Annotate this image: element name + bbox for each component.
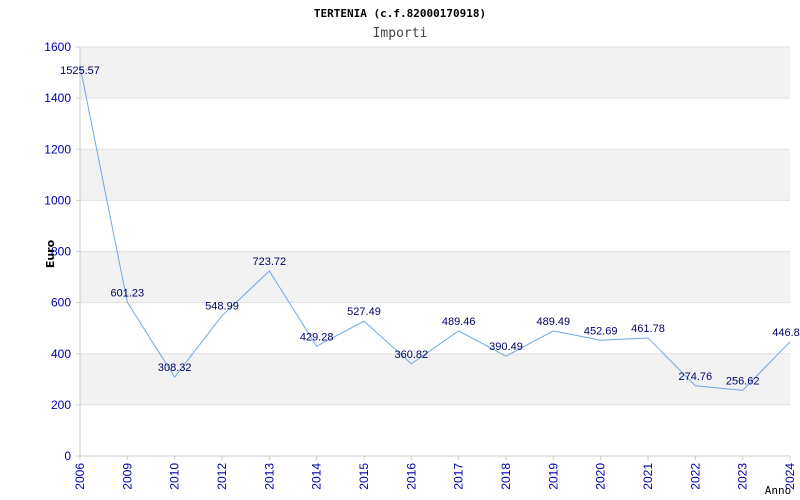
data-label: 548.99 (205, 301, 239, 313)
x-tick-label: 2010 (168, 463, 182, 490)
grid-band (80, 47, 790, 99)
data-label: 527.49 (347, 306, 381, 318)
chart-title: TERTENIA (c.f.82000170918) (314, 7, 486, 20)
x-tick-labels: 2006 2009 2010 2012 2013 2014 2015 2016 2017 2018… (73, 456, 797, 490)
x-tick-label: 2018 (499, 463, 513, 490)
grid-band (80, 251, 790, 303)
data-label: 274.76 (679, 371, 713, 383)
x-tick-label: 2019 (546, 463, 560, 490)
data-label: 489.46 (442, 316, 476, 328)
data-label: 429.28 (300, 331, 334, 343)
x-tick-label: 2016 (404, 463, 418, 490)
data-label: 461.78 (631, 323, 665, 335)
x-tick-label: 2017 (452, 463, 466, 490)
data-label: 256.62 (726, 375, 760, 387)
y-tick-label: 0 (64, 449, 71, 463)
y-tick-label: 200 (51, 398, 71, 412)
y-tick-label: 600 (51, 296, 71, 310)
x-tick-label: 2009 (120, 463, 134, 490)
x-axis-label: Anno (765, 484, 792, 497)
x-tick-label: 2015 (357, 463, 371, 490)
data-labels: 1525.57 601.23 308.32 548.99 723.72 429.28 527… (60, 65, 800, 387)
x-tick-label: 2014 (310, 463, 324, 490)
x-tick-label: 2024 (783, 463, 797, 490)
data-label: 601.23 (111, 287, 145, 299)
x-tick-label: 2013 (262, 463, 276, 490)
x-tick-label: 2012 (215, 463, 229, 490)
y-tick-label: 1600 (44, 40, 71, 54)
data-label: 1525.57 (60, 65, 100, 77)
y-tick-label: 1000 (44, 193, 71, 207)
data-label: 390.49 (489, 341, 523, 353)
y-tick-label: 800 (51, 245, 71, 259)
series-line (79, 65, 791, 391)
y-tick-label: 400 (51, 347, 71, 361)
data-label: 360.82 (395, 349, 429, 361)
x-tick-label: 2021 (641, 463, 655, 490)
x-tick-label: 2020 (594, 463, 608, 490)
grid-bands (80, 47, 790, 405)
data-label: 452.69 (584, 325, 618, 337)
data-label: 308.32 (158, 362, 192, 374)
grid-band (80, 149, 790, 201)
y-tick-labels: 0 200 400 600 800 1000 1200 1400 1600 (44, 40, 80, 463)
data-label: 446.8 (772, 327, 800, 339)
y-axis-label: Euro (44, 239, 57, 268)
x-tick-label: 2022 (688, 463, 702, 490)
x-tick-label: 2006 (73, 463, 87, 490)
y-tick-label: 1200 (44, 142, 71, 156)
data-label: 723.72 (253, 256, 287, 268)
y-tick-label: 1400 (44, 91, 71, 105)
data-label: 489.49 (537, 316, 571, 328)
chart-subtitle: Importi (373, 26, 428, 41)
x-tick-label: 2023 (736, 463, 750, 490)
